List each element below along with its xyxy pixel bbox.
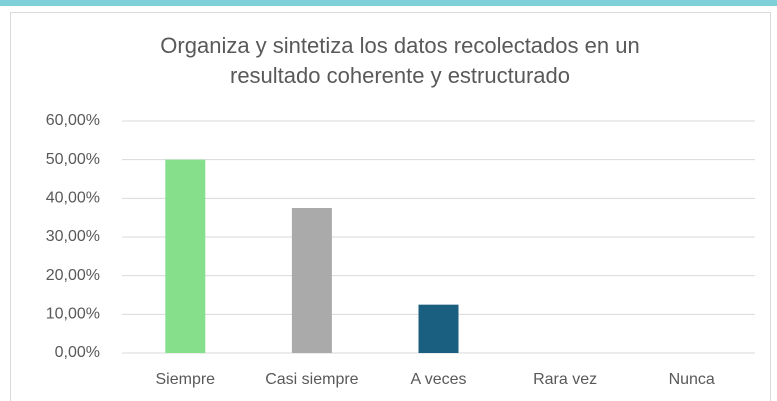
- bar: [291, 208, 332, 353]
- y-tick-label: 30,00%: [46, 228, 100, 245]
- y-tick-label: 50,00%: [46, 151, 100, 168]
- y-tick-label: 60,00%: [46, 112, 100, 129]
- y-tick-label: 40,00%: [46, 190, 100, 207]
- bar: [418, 304, 459, 353]
- bar: [165, 159, 206, 353]
- x-tick-label: Casi siempre: [265, 371, 358, 388]
- x-tick-label: A veces: [410, 371, 466, 388]
- chart-title: resultado coherente y estructurado: [230, 63, 570, 88]
- top-band: [0, 0, 777, 6]
- y-tick-label: 0,00%: [55, 344, 100, 361]
- x-tick-label: Rara vez: [533, 371, 597, 388]
- chart-frame: [10, 12, 771, 401]
- x-tick-label: Siempre: [156, 371, 216, 388]
- y-tick-label: 20,00%: [46, 267, 100, 284]
- x-tick-label: Nunca: [669, 371, 715, 388]
- chart-title: Organiza y sintetiza los datos recolecta…: [160, 33, 639, 58]
- y-tick-label: 10,00%: [46, 306, 100, 323]
